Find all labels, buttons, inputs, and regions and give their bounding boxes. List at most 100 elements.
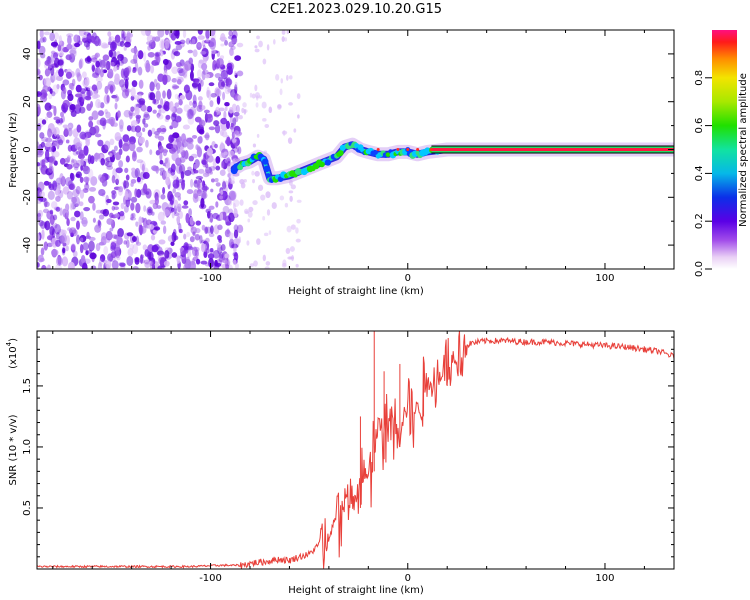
noise-cell xyxy=(171,112,177,122)
noise-cell xyxy=(222,205,230,214)
noise-cell xyxy=(97,219,101,227)
noise-cell xyxy=(184,150,189,160)
noise-cell xyxy=(67,35,72,45)
noise-cell xyxy=(191,38,196,45)
noise-cell xyxy=(163,209,170,217)
noise-cell xyxy=(220,69,228,80)
noise-cell xyxy=(285,247,291,255)
noise-cell xyxy=(243,179,247,183)
noise-cell xyxy=(65,139,70,144)
noise-cell xyxy=(109,85,114,94)
noise-cell xyxy=(275,73,280,81)
x-tick-label: 0 xyxy=(405,273,411,284)
noise-cell xyxy=(88,240,95,252)
noise-cell xyxy=(164,157,168,164)
noise-cell xyxy=(51,142,56,147)
noise-cell xyxy=(197,35,205,40)
noise-cell xyxy=(228,30,233,37)
noise-cell xyxy=(254,84,258,92)
noise-cell xyxy=(174,40,182,45)
noise-cell xyxy=(233,130,240,139)
noise-cell xyxy=(187,166,192,171)
noise-cell xyxy=(136,159,144,164)
noise-cell xyxy=(53,52,59,60)
noise-cell xyxy=(232,139,236,144)
noise-cell xyxy=(232,259,237,266)
noise-cell xyxy=(288,102,293,106)
noise-cell xyxy=(194,179,198,184)
noise-cell xyxy=(157,250,165,256)
noise-cell xyxy=(67,127,73,137)
noise-cell xyxy=(158,108,162,117)
colorbar-ticks: 0.0 0.2 0.4 0.6 0.8 xyxy=(694,70,712,277)
noise-cell xyxy=(119,124,124,132)
noise-cell xyxy=(181,181,185,186)
noise-cell xyxy=(84,86,88,92)
noise-cell xyxy=(209,248,214,253)
noise-cell xyxy=(182,74,188,79)
noise-cell xyxy=(236,42,244,48)
snr-ylabel: SNR (10 * v/v) xyxy=(8,414,19,485)
noise-cell xyxy=(134,167,141,179)
noise-cell xyxy=(281,262,287,268)
ridge-cell xyxy=(385,152,391,157)
noise-cell xyxy=(186,256,190,265)
noise-cell xyxy=(37,68,41,76)
noise-cell xyxy=(119,40,125,47)
noise-cell xyxy=(208,257,214,269)
noise-cell xyxy=(220,117,228,125)
noise-cell xyxy=(132,265,139,269)
noise-cell xyxy=(76,72,81,77)
noise-cell xyxy=(261,101,267,109)
noise-cell xyxy=(141,186,148,194)
y-tick-label: 0.5 xyxy=(22,500,33,516)
noise-cell xyxy=(142,127,146,133)
noise-cell xyxy=(80,255,86,264)
noise-cell xyxy=(106,95,110,104)
noise-cell xyxy=(151,36,157,42)
noise-cell xyxy=(142,183,148,194)
noise-cell xyxy=(228,107,234,114)
noise-cell xyxy=(243,108,247,115)
noise-cell xyxy=(109,227,114,232)
noise-cell xyxy=(123,46,127,51)
noise-cell xyxy=(204,226,209,234)
spectrogram-ticks: -100 0 100 -40 -20 0 20 40 xyxy=(22,29,674,284)
noise-cell xyxy=(227,150,235,157)
noise-cell xyxy=(295,227,299,234)
noise-cell xyxy=(62,86,67,95)
noise-cell xyxy=(102,54,110,61)
noise-cell xyxy=(149,81,155,92)
noise-cell xyxy=(238,115,243,120)
noise-cell xyxy=(164,30,169,36)
noise-cell xyxy=(113,145,118,151)
colorbar-gradient xyxy=(712,30,737,269)
noise-cell xyxy=(72,250,78,258)
noise-cell xyxy=(212,59,217,71)
noise-cell xyxy=(44,68,51,77)
noise-cell xyxy=(82,262,88,269)
noise-cell xyxy=(198,119,206,128)
noise-cell xyxy=(204,30,210,39)
noise-cell xyxy=(227,259,231,266)
noise-cell xyxy=(69,183,76,190)
noise-cell xyxy=(189,236,195,243)
noise-cell xyxy=(224,102,230,107)
noise-cell xyxy=(273,39,276,45)
noise-cell xyxy=(83,207,91,212)
noise-cell xyxy=(152,166,160,172)
noise-cell xyxy=(81,165,89,172)
y-tick-label: 40 xyxy=(22,48,33,61)
noise-cell xyxy=(150,65,155,74)
noise-cell xyxy=(245,210,249,214)
noise-cell xyxy=(69,47,77,59)
noise-cell xyxy=(220,81,226,88)
noise-cell xyxy=(128,109,134,117)
snr-panel: -100 0 100 0.5 1.0 1.5 Height of straight lin… xyxy=(5,330,675,596)
noise-cell xyxy=(200,79,204,87)
noise-cell xyxy=(44,102,52,111)
noise-cell xyxy=(223,151,228,156)
noise-cell xyxy=(70,173,75,181)
noise-cell xyxy=(201,70,206,81)
noise-cell xyxy=(191,246,198,257)
